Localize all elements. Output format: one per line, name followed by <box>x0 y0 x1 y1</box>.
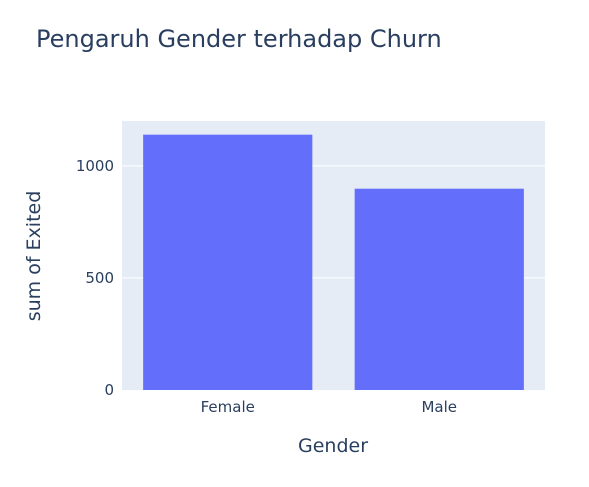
y-tick-labels: 0 500 1000 <box>76 157 114 399</box>
chart-title: Pengaruh Gender terhadap Churn <box>36 25 442 53</box>
bar-male[interactable] <box>354 188 524 390</box>
y-tick-label: 1000 <box>76 157 114 175</box>
y-tick-label: 500 <box>85 269 114 287</box>
bars-group <box>143 134 524 390</box>
x-axis-label: Gender <box>298 435 368 457</box>
x-tick-label-female: Female <box>201 398 255 416</box>
y-axis-label: sum of Exited <box>23 191 45 322</box>
x-tick-labels: Female Male <box>201 398 457 416</box>
x-tick-label-male: Male <box>421 398 457 416</box>
bar-female[interactable] <box>143 134 313 390</box>
y-tick-label: 0 <box>104 381 114 399</box>
